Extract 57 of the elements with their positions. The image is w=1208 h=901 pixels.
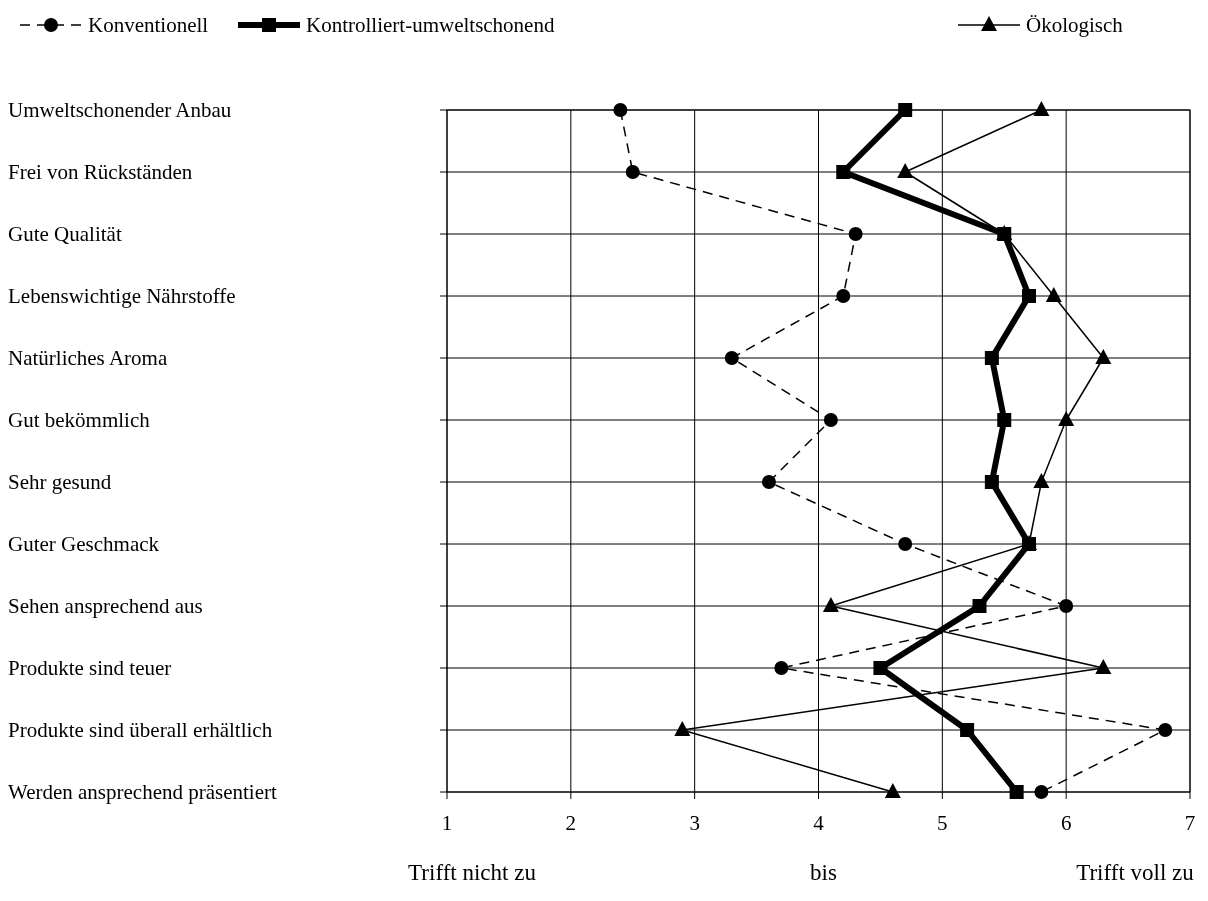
point — [984, 351, 999, 365]
point — [898, 103, 913, 117]
y-tick-label: Produkte sind überall erhältlich — [8, 718, 273, 742]
y-tick-label: Werden ansprechend präsentiert — [8, 780, 278, 804]
point — [897, 163, 914, 178]
y-tick-label: Guter Geschmack — [8, 532, 160, 556]
point — [997, 413, 1012, 427]
x-tick-label: 4 — [813, 811, 825, 835]
point — [774, 661, 789, 675]
point — [972, 599, 987, 613]
text: bis — [810, 860, 837, 885]
legend-label: Kontrolliert-umweltschonend — [306, 13, 555, 37]
y-tick-label: Natürliches Aroma — [8, 346, 168, 370]
legend-label: Ökologisch — [1026, 13, 1124, 37]
x-tick-label: 2 — [565, 811, 577, 835]
point — [898, 537, 913, 551]
point — [1009, 785, 1024, 799]
point — [724, 351, 739, 365]
point — [613, 103, 628, 117]
y-tick-label: Produkte sind teuer — [8, 656, 172, 680]
point — [625, 165, 640, 179]
x-tick-label: 6 — [1060, 811, 1072, 835]
y-tick-label: Frei von Rückständen — [8, 160, 193, 184]
point — [761, 475, 776, 489]
y-tick-label: Gute Qualität — [8, 222, 122, 246]
point — [822, 597, 839, 612]
text: Trifft nicht zu — [408, 860, 537, 885]
point — [1045, 287, 1062, 302]
point — [884, 783, 901, 798]
point — [1059, 599, 1074, 613]
point — [1058, 411, 1075, 426]
point — [1034, 785, 1049, 799]
point — [1095, 659, 1112, 674]
y-tick-label: Lebenswichtige Nährstoffe — [8, 284, 236, 308]
point — [1033, 473, 1050, 488]
y-tick-label: Gut bekömmlich — [8, 408, 151, 432]
y-tick-label: Sehen ansprechend aus — [8, 594, 203, 618]
point — [848, 227, 863, 241]
point — [984, 475, 999, 489]
point — [1158, 723, 1173, 737]
x-tick-label: 7 — [1184, 811, 1196, 835]
y-tick-label: Umweltschonender Anbau — [8, 98, 232, 122]
point — [823, 413, 838, 427]
point — [1095, 349, 1112, 364]
x-tick-label: 5 — [937, 811, 948, 835]
y-tick-label: Sehr gesund — [8, 470, 112, 494]
point — [674, 721, 691, 736]
x-tick-label: 1 — [441, 811, 453, 835]
point — [836, 289, 851, 303]
x-tick-label: 3 — [689, 811, 700, 835]
point — [836, 165, 851, 179]
point — [873, 661, 888, 675]
point — [1033, 101, 1050, 116]
legend-label: Konventionell — [88, 13, 209, 37]
point — [960, 723, 975, 737]
text: Trifft voll zu — [1076, 860, 1195, 885]
point — [1022, 289, 1037, 303]
